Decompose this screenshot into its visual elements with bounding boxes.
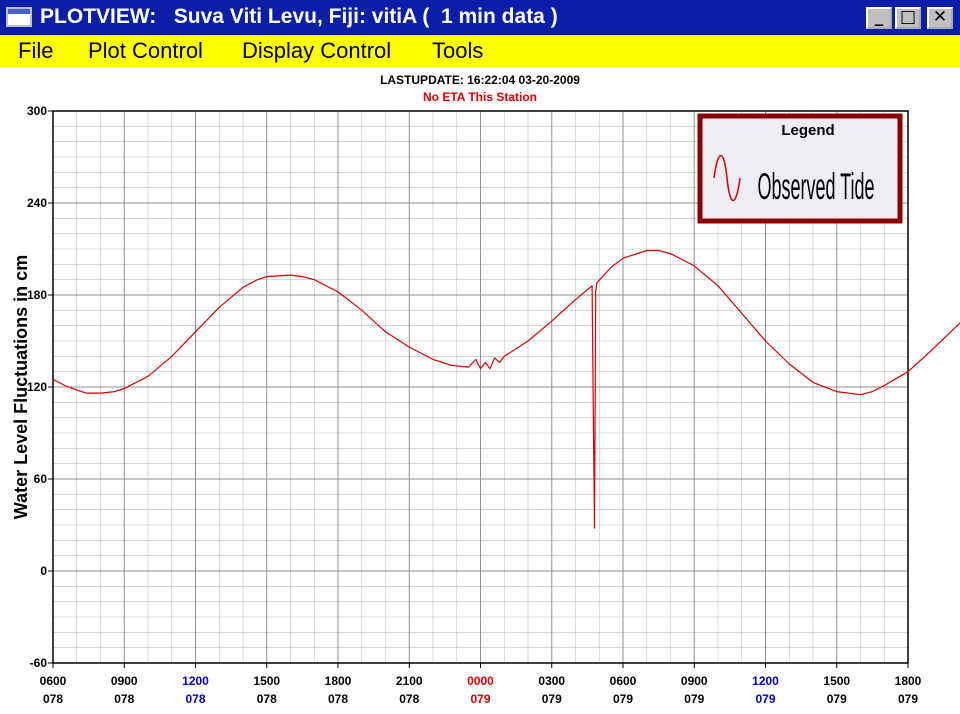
x-tick-day-label: 079 <box>827 692 847 706</box>
menu-bar: File Plot Control Display Control Tools <box>0 35 960 67</box>
x-tick-day-label: 078 <box>114 692 134 706</box>
menu-plot-control[interactable]: Plot Control <box>88 38 203 64</box>
x-tick-day-label: 079 <box>684 692 704 706</box>
series-line-observed-tide <box>53 251 960 529</box>
x-tick-day-label: 078 <box>257 692 277 706</box>
x-tick-time-label: 0000 <box>467 674 494 688</box>
chart-area: LASTUPDATE: 16:22:04 03-20-2009 No ETA T… <box>0 67 960 709</box>
legend-entry-label: Observed Tide <box>757 166 874 208</box>
minimize-button[interactable]: _ <box>866 7 892 29</box>
x-tick-time-label: 1500 <box>823 674 850 688</box>
x-tick-time-label: 0900 <box>111 674 138 688</box>
legend: Legend Observed Tide <box>700 116 900 221</box>
app-window-icon[interactable] <box>6 7 32 27</box>
x-tick-day-label: 078 <box>185 692 205 706</box>
window-title-bar[interactable]: PLOTVIEW: Suva Viti Levu, Fiji: vitiA ( … <box>0 0 960 35</box>
x-tick-time-label: 1200 <box>182 674 209 688</box>
x-tick-time-label: 1800 <box>325 674 352 688</box>
menu-tools[interactable]: Tools <box>432 38 483 64</box>
x-tick-day-label: 078 <box>399 692 419 706</box>
x-tick-day-label: 078 <box>43 692 63 706</box>
x-tick-time-label: 0600 <box>610 674 637 688</box>
y-tick-label: -60 <box>30 656 48 670</box>
x-tick-time-label: 1800 <box>895 674 922 688</box>
y-tick-label: 300 <box>27 104 47 118</box>
x-tick-day-label: 079 <box>613 692 633 706</box>
eta-message: No ETA This Station <box>423 90 537 104</box>
x-tick-day-label: 079 <box>470 692 490 706</box>
tide-chart: LASTUPDATE: 16:22:04 03-20-2009 No ETA T… <box>0 67 960 709</box>
y-axis-title: Water Level Fluctuations in cm <box>11 255 31 519</box>
window-title: PLOTVIEW: Suva Viti Levu, Fiji: vitiA ( … <box>40 5 558 29</box>
menu-display-control[interactable]: Display Control <box>242 38 391 64</box>
y-tick-label: 60 <box>34 472 48 486</box>
last-update-label: LASTUPDATE: 16:22:04 03-20-2009 <box>380 73 580 87</box>
y-tick-label: 0 <box>40 564 47 578</box>
x-tick-time-label: 0300 <box>538 674 565 688</box>
x-tick-day-label: 079 <box>755 692 775 706</box>
close-button[interactable]: ✕ <box>927 7 953 29</box>
x-tick-time-label: 0600 <box>40 674 67 688</box>
x-tick-time-label: 2100 <box>396 674 423 688</box>
menu-file[interactable]: File <box>18 38 53 64</box>
series-layer <box>53 251 960 529</box>
x-tick-day-label: 079 <box>542 692 562 706</box>
x-axis-ticks: 0600 078 0900 078 1200 078 1500 078 1800 078 2100 0… <box>40 663 922 706</box>
maximize-button[interactable]: □ <box>895 7 921 29</box>
x-tick-time-label: 1500 <box>253 674 280 688</box>
x-tick-day-label: 079 <box>898 692 918 706</box>
x-tick-time-label: 1200 <box>752 674 779 688</box>
x-tick-day-label: 078 <box>328 692 348 706</box>
y-tick-label: 240 <box>27 196 47 210</box>
legend-title: Legend <box>781 122 834 139</box>
x-tick-time-label: 0900 <box>681 674 708 688</box>
